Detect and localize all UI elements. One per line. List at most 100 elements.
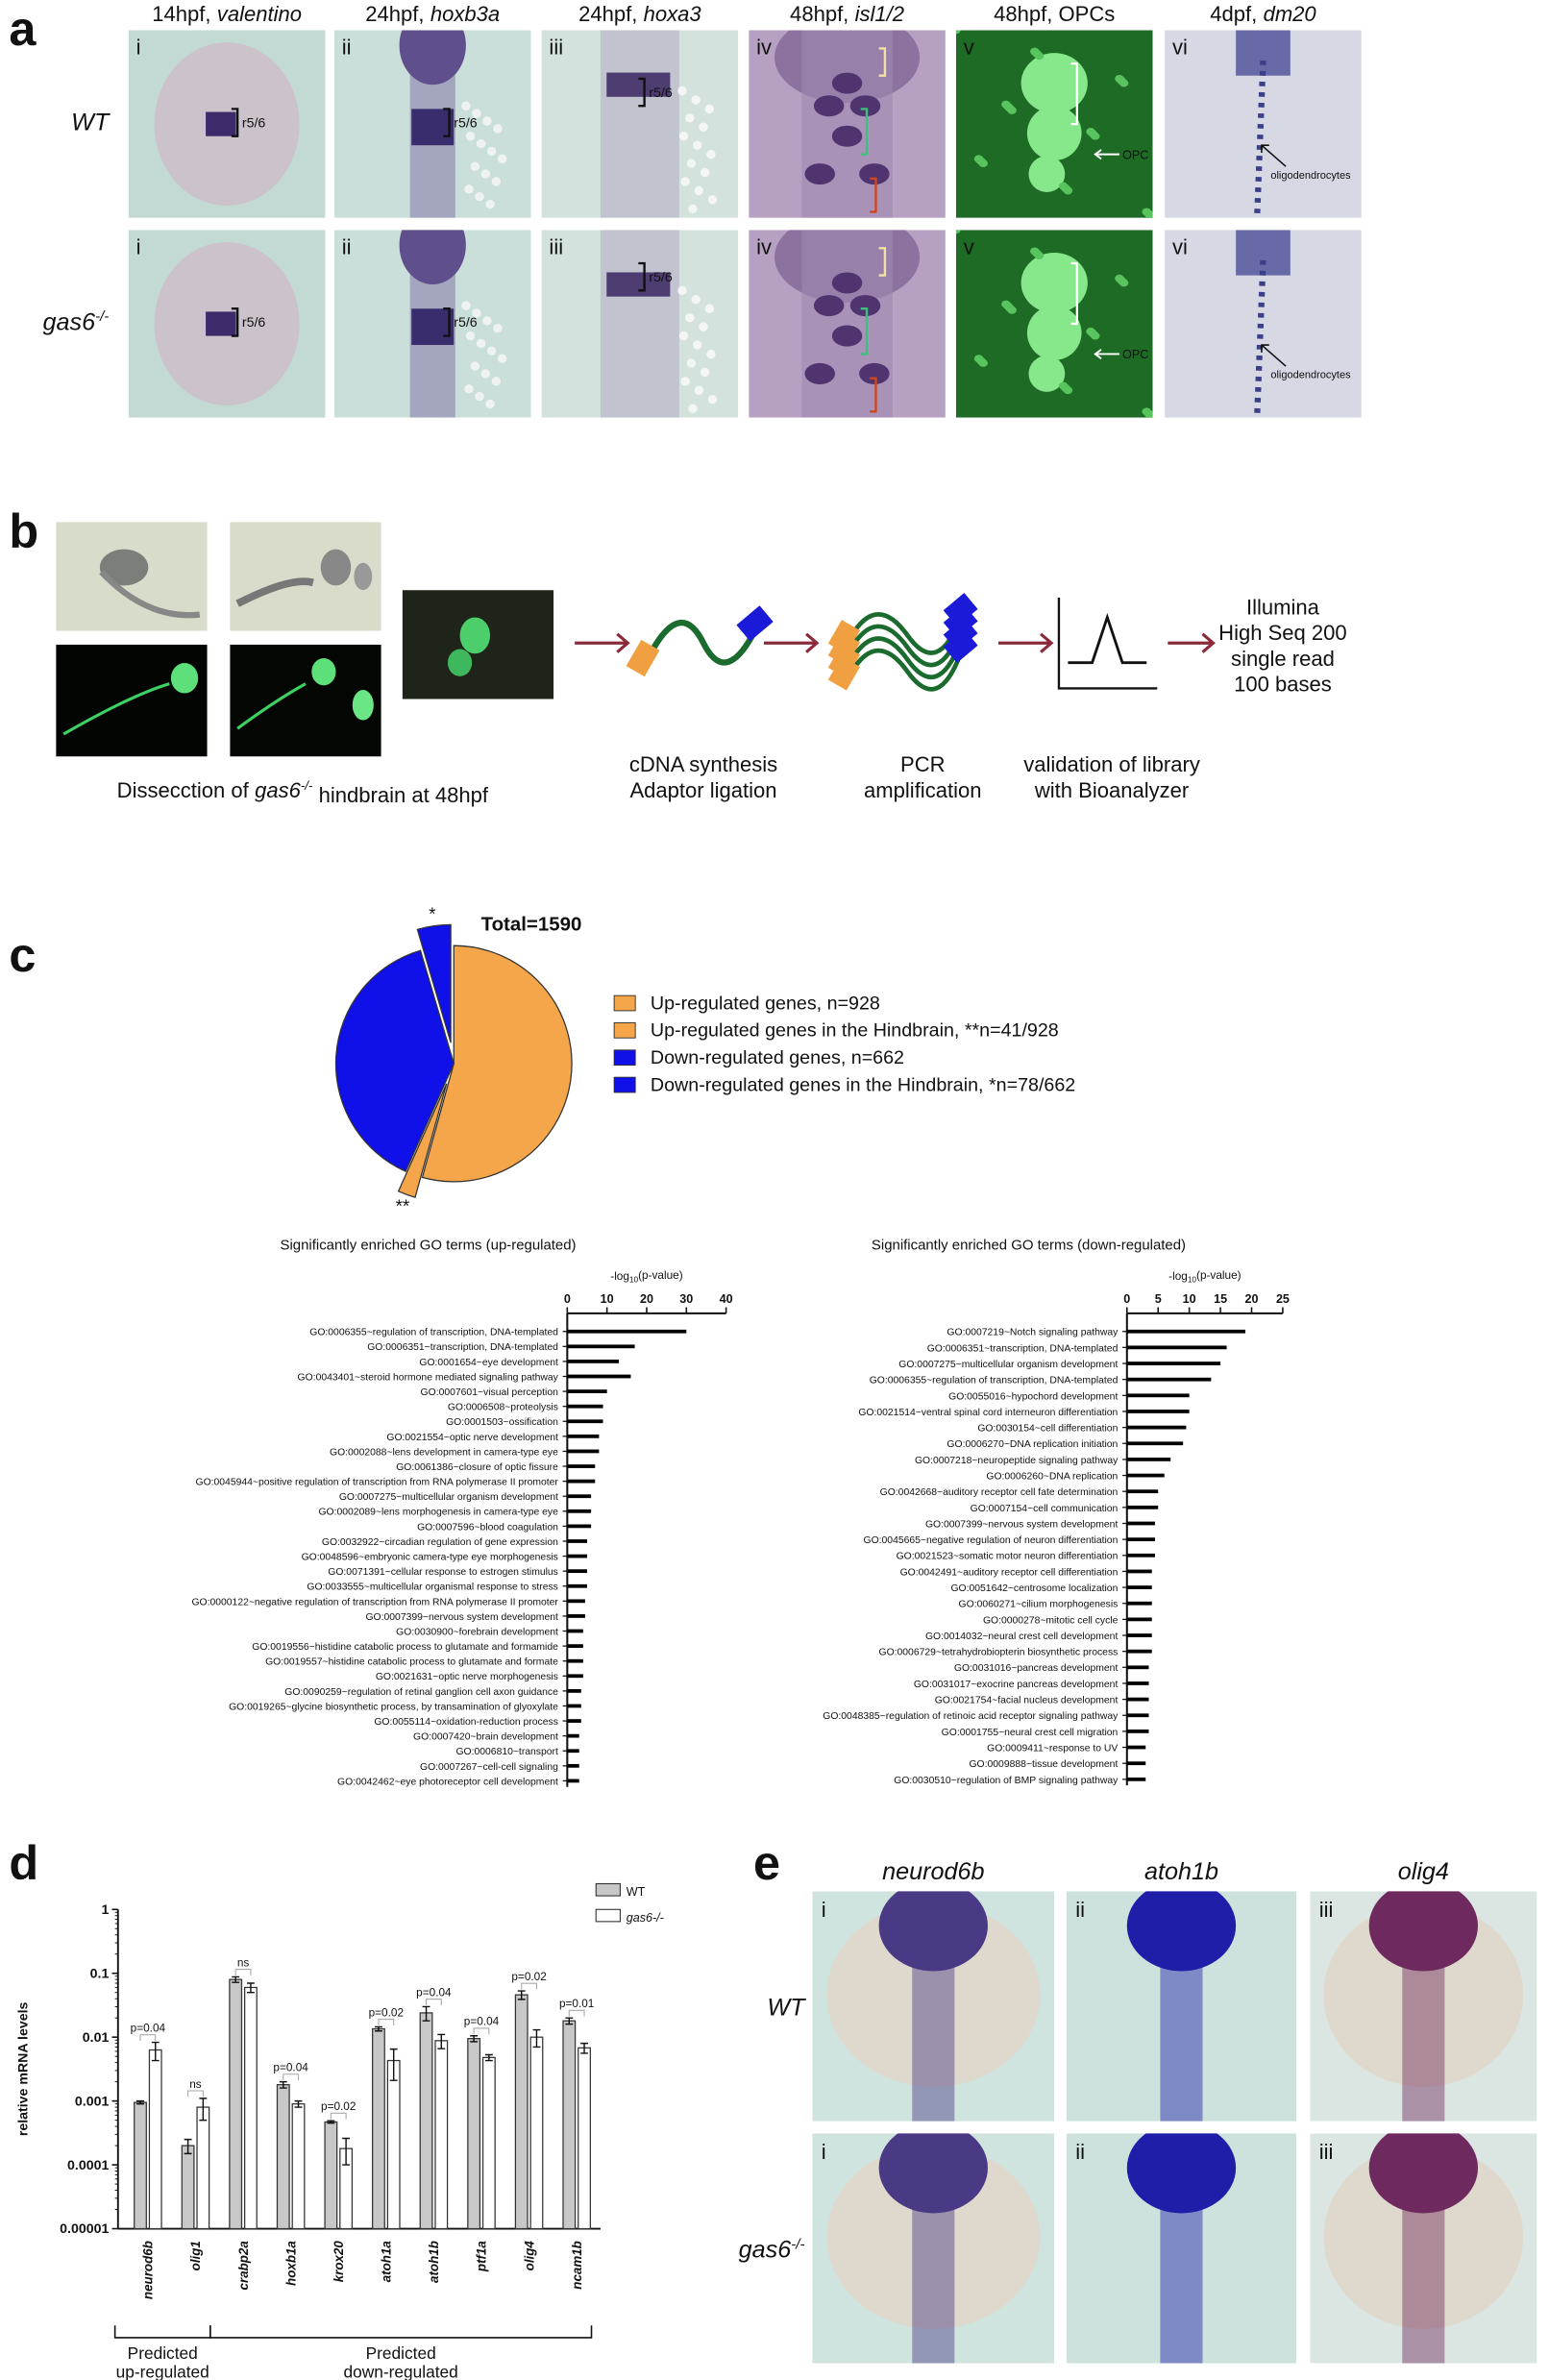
y-tick-label: GO:0048385~regulation of retinoic acid r… xyxy=(823,1711,1119,1722)
bracket xyxy=(870,177,877,213)
legend-swatch xyxy=(613,1049,636,1067)
tissue xyxy=(465,331,476,341)
significance-bracket xyxy=(139,2034,157,2041)
tissue xyxy=(464,383,474,394)
tissue xyxy=(472,308,481,318)
arrow xyxy=(1261,144,1287,167)
x-axis-label: -log10(p-value) xyxy=(610,1268,682,1285)
adaptor xyxy=(736,605,774,642)
tissue xyxy=(606,72,671,97)
y-tick-label: GO:0045944~positive regulation of transc… xyxy=(196,1478,559,1488)
tissue xyxy=(1086,327,1095,335)
x-tick-label: ncam1b xyxy=(570,2241,584,2290)
x-axis-label-part: -log xyxy=(610,1269,629,1283)
tissue xyxy=(859,163,890,185)
tissue xyxy=(685,113,695,123)
y-tick-label: GO:0090259~regulation of retinal ganglio… xyxy=(284,1687,558,1698)
group-bracket xyxy=(209,2325,593,2339)
tissue xyxy=(804,163,835,185)
bar xyxy=(1126,1665,1149,1670)
caption-text: Dissecction of xyxy=(117,778,250,802)
arrow xyxy=(575,632,630,653)
yolk xyxy=(1323,2145,1524,2329)
tissue xyxy=(399,30,466,86)
column-header: 24hpf, hoxb3a xyxy=(365,2,500,26)
tissue xyxy=(700,367,710,378)
bar xyxy=(324,2121,338,2230)
tissue xyxy=(859,362,890,384)
bioanalyzer-axes xyxy=(1057,598,1158,690)
tissue xyxy=(491,177,502,186)
bar xyxy=(1126,1425,1187,1430)
group-label: down-regulated xyxy=(344,2363,458,2380)
bar xyxy=(567,1494,592,1499)
bracket xyxy=(860,108,869,156)
panel-numeral: v xyxy=(964,235,974,259)
bar xyxy=(567,1329,687,1334)
bar xyxy=(567,1374,631,1379)
bracket xyxy=(878,247,887,277)
step-label: Adaptor ligation xyxy=(629,778,776,802)
y-axis-label: relative mRNA levels xyxy=(15,2001,31,2136)
larva xyxy=(320,549,352,586)
tissue xyxy=(480,169,491,179)
error-bar xyxy=(437,2033,446,2049)
genotype: WT xyxy=(767,1994,806,2021)
tissue xyxy=(1254,259,1266,418)
x-tick-label: atoh1a xyxy=(380,2241,394,2283)
bar xyxy=(1126,1537,1155,1542)
header-stage: 24hpf, xyxy=(578,2,637,26)
gfp xyxy=(236,682,307,730)
header-gene: hoxa3 xyxy=(644,2,702,26)
tissue xyxy=(700,167,710,178)
adaptor xyxy=(626,639,660,677)
error-bar xyxy=(470,2035,479,2043)
genotype-superscript: -/- xyxy=(95,308,109,325)
column-header: neurod6b xyxy=(882,1858,984,1885)
tissue xyxy=(1030,47,1040,56)
bar xyxy=(244,1986,258,2230)
micrograph: iv xyxy=(749,30,946,218)
head xyxy=(1368,1891,1478,1972)
tissue xyxy=(1028,156,1066,192)
micrograph: vi oligodendrocytes xyxy=(1165,30,1362,218)
x-tick-label: 5 xyxy=(1155,1292,1162,1306)
bar xyxy=(181,2145,195,2230)
tissue xyxy=(813,295,845,317)
x-tick-label: atoh1b xyxy=(427,2241,441,2283)
error-bar xyxy=(246,1982,255,1994)
tissue xyxy=(606,272,671,297)
legend-label: gas6-/- xyxy=(627,1911,664,1925)
tissue xyxy=(691,295,701,305)
bar xyxy=(1126,1633,1152,1637)
bar xyxy=(567,1539,587,1543)
panel-numeral: ii xyxy=(1075,2140,1085,2164)
y-tick-label: GO:0031016~pancreas development xyxy=(954,1663,1119,1674)
tissue xyxy=(472,109,481,118)
panel-numeral: vi xyxy=(1172,36,1188,60)
header-stage: 48hpf, xyxy=(790,2,848,26)
y-tick-label: GO:0014032~neural crest cell development xyxy=(925,1632,1119,1642)
header-stage: 4dpf, xyxy=(1210,2,1257,26)
arrow xyxy=(1094,348,1119,359)
bar xyxy=(1126,1681,1149,1685)
error-bar xyxy=(327,2120,335,2124)
y-tick-label: GO:0060271~cilium morphogenesis xyxy=(959,1600,1119,1610)
genotype: gas6 xyxy=(42,308,96,335)
tissue xyxy=(600,30,679,218)
y-tick-label: GO:0071391~cellular response to estrogen… xyxy=(328,1567,558,1578)
yolk xyxy=(1323,1902,1524,2087)
micrograph: ii r5/6 xyxy=(333,230,531,418)
tissue xyxy=(804,362,835,384)
y-tick-label: GO:0021514~ventral spinal cord interneur… xyxy=(858,1408,1118,1418)
y-tick-label: GO:0030154~cell differentiation xyxy=(977,1424,1118,1435)
genotype: gas6 xyxy=(739,2236,793,2263)
tissue xyxy=(486,346,497,356)
panel-letter: b xyxy=(9,503,38,558)
body xyxy=(912,2191,955,2364)
annotation: OPC xyxy=(1122,348,1148,361)
tissue xyxy=(206,111,236,136)
arrow xyxy=(763,632,820,653)
y-tick-label: GO:0006351~transcription, DNA-templated xyxy=(367,1342,558,1353)
